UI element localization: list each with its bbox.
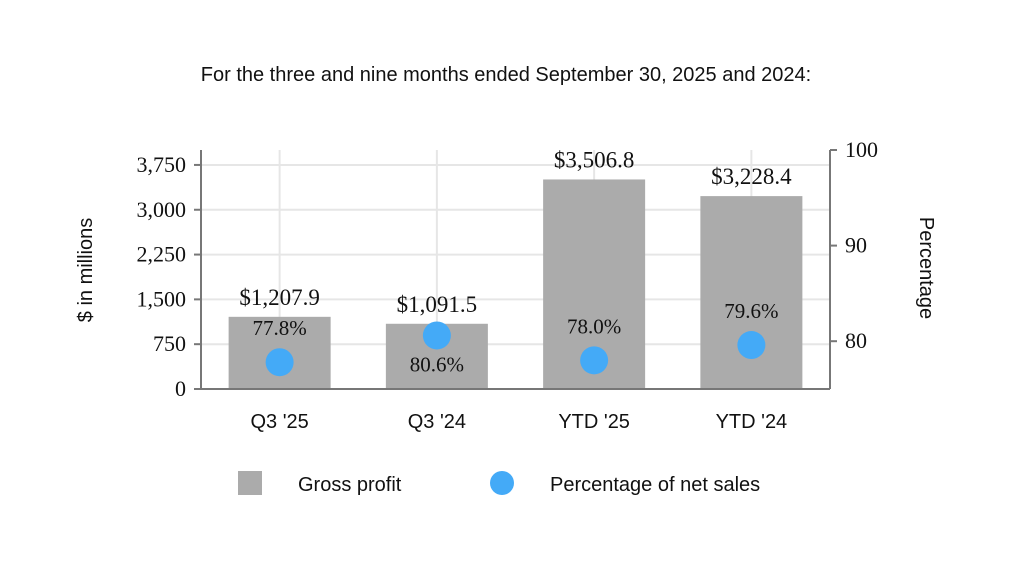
legend: Gross profit Percentage of net sales xyxy=(238,471,760,496)
bar-value-label: $1,207.9 xyxy=(239,285,320,310)
point-value-label: 77.8% xyxy=(253,316,307,340)
y-tick-label: 1,500 xyxy=(137,286,187,311)
legend-swatch-gross-profit xyxy=(238,471,262,495)
y2-tick-label: 80 xyxy=(845,328,867,353)
point-labels: 77.8% 80.6% 78.0% 79.6% xyxy=(253,299,779,376)
axes xyxy=(200,150,831,390)
y-tick-label: 750 xyxy=(153,331,186,356)
legend-label-percentage: Percentage of net sales xyxy=(550,474,760,496)
bar-labels: $1,207.9 $1,091.5 $3,506.8 $3,228.4 xyxy=(239,147,792,316)
x-tick-label: YTD '25 xyxy=(558,411,630,433)
y-tick-label: 0 xyxy=(175,376,186,401)
x-tick-label: YTD '24 xyxy=(716,411,788,433)
point-value-label: 80.6% xyxy=(410,352,464,376)
bars xyxy=(228,179,803,389)
point-percentage xyxy=(265,348,294,377)
y-axis-label: $ in millions xyxy=(75,218,97,322)
x-tick-label: Q3 '25 xyxy=(250,411,308,433)
point-percentage xyxy=(737,331,766,360)
y2-tick-label: 90 xyxy=(845,233,867,258)
bar-value-label: $3,506.8 xyxy=(554,147,635,172)
point-percentage xyxy=(422,321,451,350)
point-percentage xyxy=(580,346,609,375)
bar-gross-profit xyxy=(700,196,803,389)
bar-value-label: $1,091.5 xyxy=(397,292,478,317)
ticks: 0 750 1,500 2,250 3,000 3,750 80 90 100 Q3 '25 Q3 … xyxy=(137,137,879,433)
x-tick-label: Q3 '24 xyxy=(408,411,466,433)
point-value-label: 78.0% xyxy=(567,314,621,338)
legend-swatch-percentage xyxy=(490,471,514,495)
y2-tick-label: 100 xyxy=(845,137,878,162)
points xyxy=(265,321,766,377)
bar-value-label: $3,228.4 xyxy=(711,164,792,189)
legend-label-gross-profit: Gross profit xyxy=(298,474,402,496)
chart-title: For the three and nine months ended Sept… xyxy=(201,64,811,86)
y-tick-label: 3,750 xyxy=(137,152,187,177)
point-value-label: 79.6% xyxy=(724,299,778,323)
y-tick-label: 3,000 xyxy=(137,197,187,222)
y-tick-label: 2,250 xyxy=(137,242,187,267)
y2-axis-label: Percentage xyxy=(915,217,937,319)
